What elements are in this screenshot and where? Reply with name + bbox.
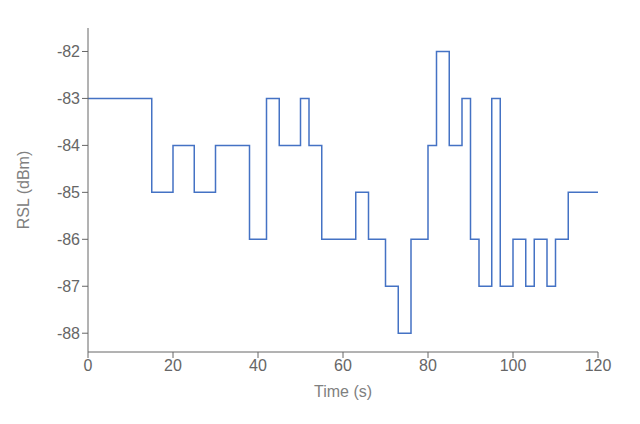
svg-text:-82: -82 xyxy=(57,43,80,60)
svg-text:-83: -83 xyxy=(57,90,80,107)
svg-text:0: 0 xyxy=(84,357,93,374)
svg-text:-85: -85 xyxy=(57,184,80,201)
svg-text:120: 120 xyxy=(585,357,612,374)
svg-text:RSL (dBm): RSL (dBm) xyxy=(15,151,32,230)
svg-text:-87: -87 xyxy=(57,278,80,295)
svg-text:-84: -84 xyxy=(57,137,80,154)
svg-text:20: 20 xyxy=(164,357,182,374)
svg-text:60: 60 xyxy=(334,357,352,374)
svg-text:40: 40 xyxy=(249,357,267,374)
svg-text:-86: -86 xyxy=(57,231,80,248)
svg-text:80: 80 xyxy=(419,357,437,374)
svg-text:100: 100 xyxy=(500,357,527,374)
svg-text:-88: -88 xyxy=(57,325,80,342)
svg-text:Time (s): Time (s) xyxy=(314,383,372,400)
